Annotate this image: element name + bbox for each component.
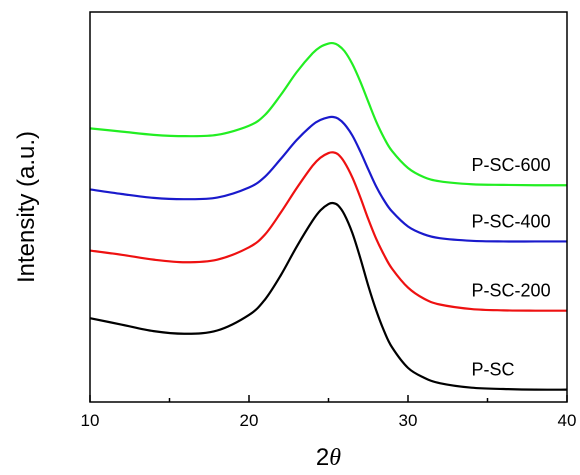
- plot-frame: [89, 11, 568, 403]
- x-tick-label: 40: [558, 411, 577, 430]
- x-axis-title-symbol: θ: [329, 445, 341, 471]
- series-line-p-sc-600: [89, 41, 568, 187]
- series-line-p-sc-200: [89, 151, 568, 312]
- x-axis-title: 2θ: [316, 444, 341, 471]
- series-label-p-sc-200: P-SC-200: [472, 281, 551, 301]
- x-tick-label: 10: [81, 411, 100, 430]
- x-tick-label: 30: [399, 411, 418, 430]
- series-group: [89, 41, 568, 391]
- x-axis-ticks: 10 20 30 40: [81, 395, 577, 430]
- series-line-p-sc-400: [89, 115, 567, 243]
- series-label-p-sc-600: P-SC-600: [472, 155, 551, 175]
- series-line-p-sc: [89, 201, 568, 391]
- x-axis-title-prefix: 2: [316, 444, 329, 471]
- series-label-p-sc: P-SC: [472, 360, 515, 380]
- y-axis-title: Intensity (a.u.): [13, 131, 40, 283]
- x-tick-label: 20: [240, 411, 259, 430]
- series-label-p-sc-400: P-SC-400: [472, 211, 551, 231]
- series-labels: P-SC P-SC-200 P-SC-400 P-SC-600: [472, 155, 551, 379]
